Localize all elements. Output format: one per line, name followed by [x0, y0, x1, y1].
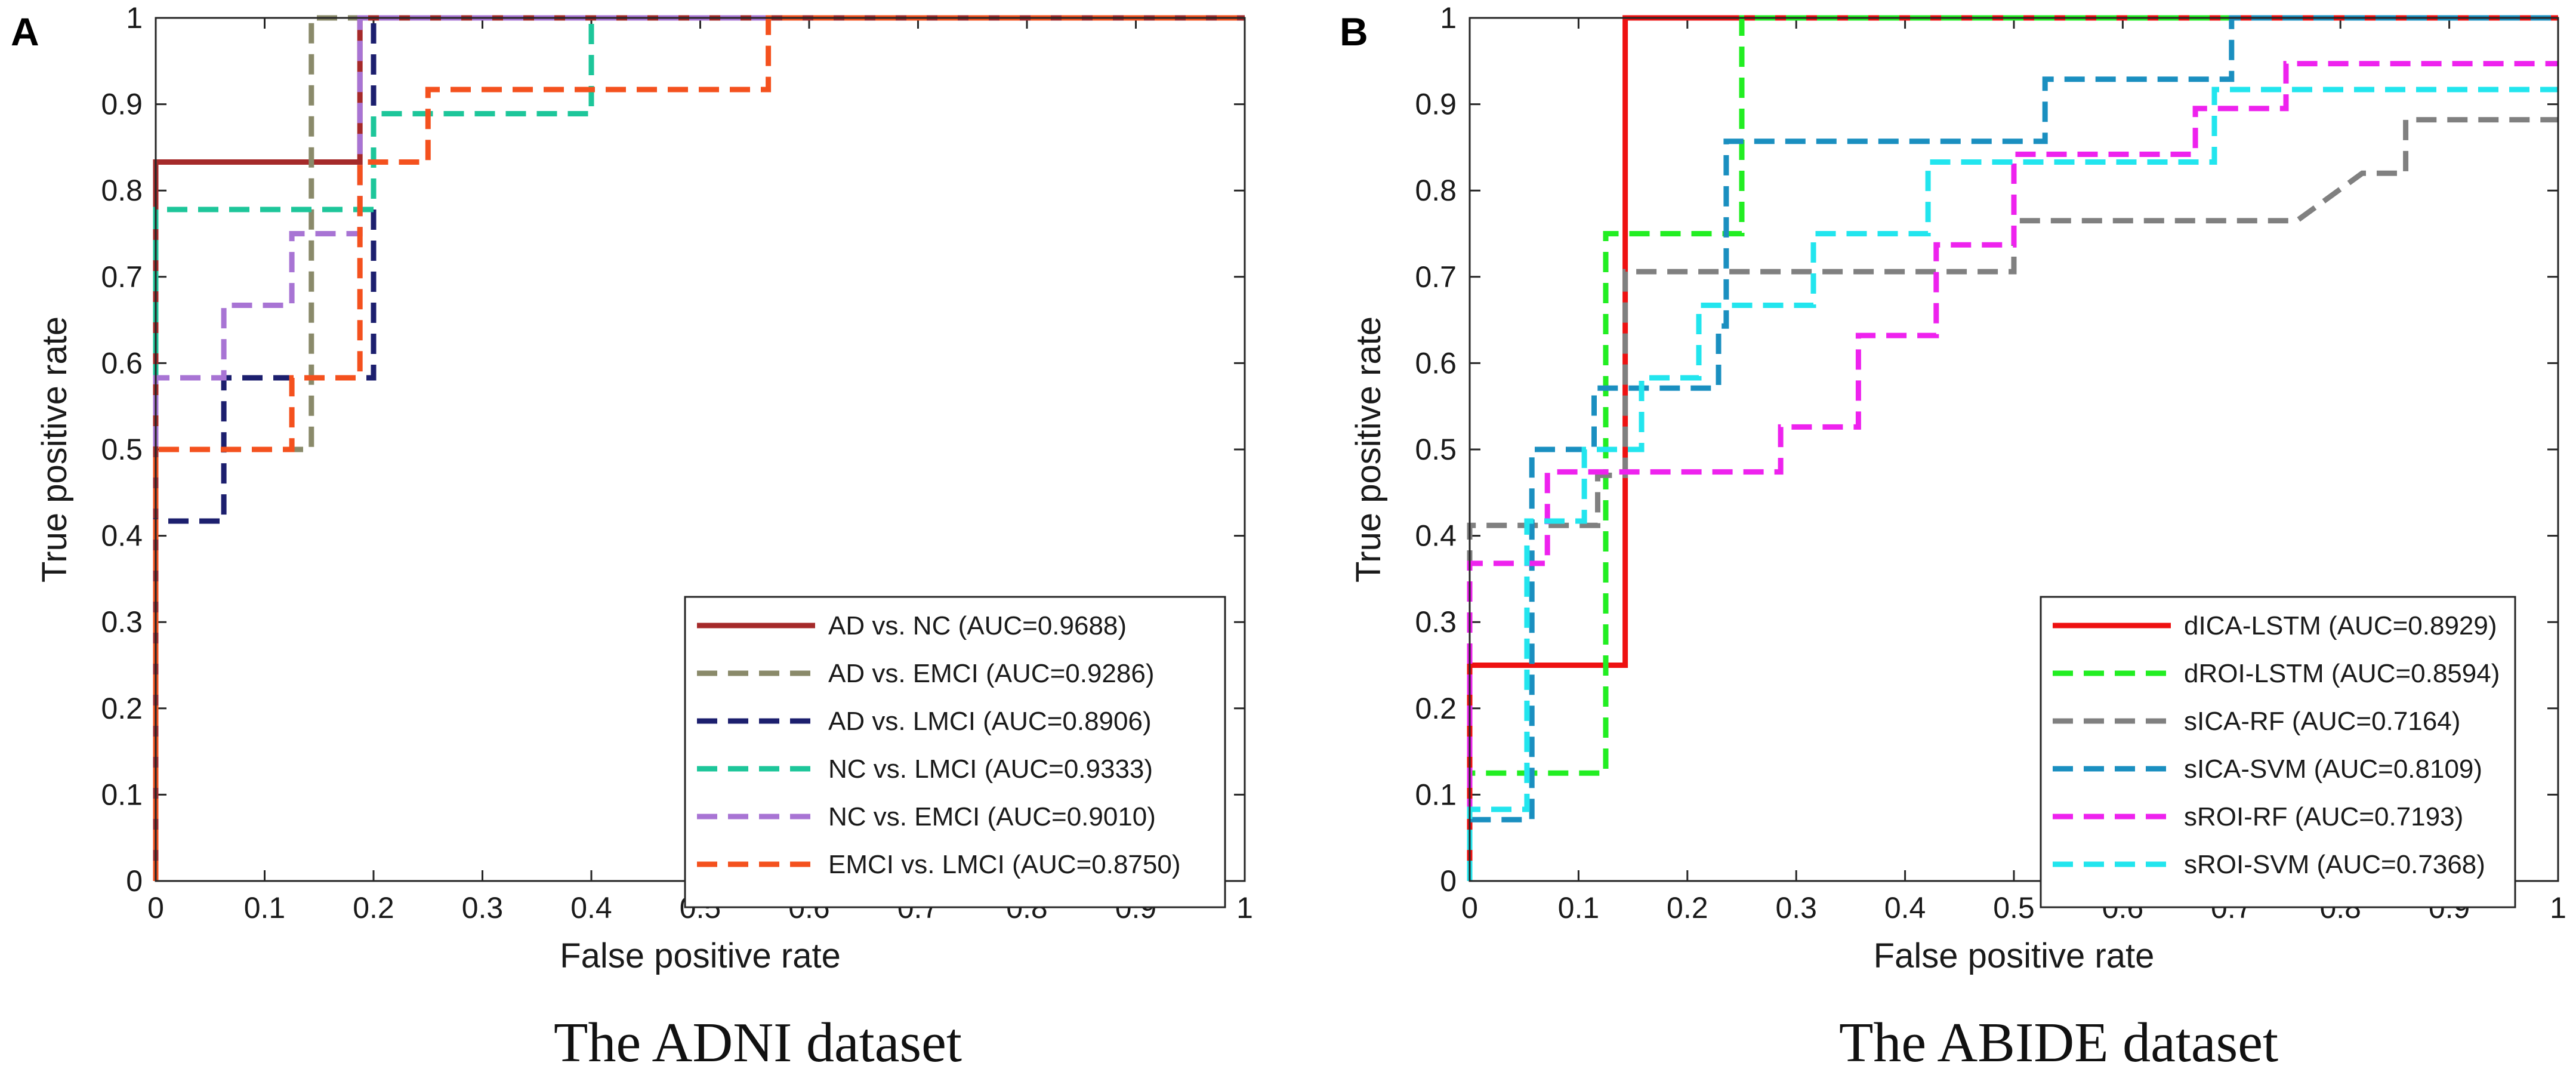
legend-box — [2040, 596, 2516, 908]
x-tick-label: 0.1 — [1558, 891, 1600, 925]
y-tick-label: 0.5 — [101, 433, 143, 466]
panel-caption: The ADNI dataset — [554, 1012, 962, 1069]
y-tick-label: 0.2 — [101, 692, 143, 725]
legend-label-1: AD vs. EMCI (AUC=0.9286) — [828, 659, 1155, 688]
plot-frame — [1469, 17, 2559, 882]
y-tick-label: 0.9 — [101, 88, 143, 121]
x-tick-label: 0.2 — [353, 891, 394, 925]
y-tick-label: 0.1 — [1415, 778, 1457, 811]
y-axis-label: True positive rate — [35, 316, 74, 583]
y-tick-label: 0.4 — [101, 519, 143, 553]
roc-curve-4 — [153, 15, 1245, 881]
roc-curve-4 — [1467, 61, 2558, 881]
x-tick-label: 0.3 — [462, 891, 504, 925]
y-tick-label: 1 — [126, 1, 143, 35]
y-tick-label: 0.4 — [1415, 519, 1457, 553]
legend-label-3: NC vs. LMCI (AUC=0.9333) — [828, 754, 1153, 784]
y-tick-label: 0.8 — [1415, 174, 1457, 207]
roc-curve-5 — [1467, 87, 2558, 881]
y-tick-label: 0 — [1440, 864, 1457, 898]
legend-label-1: dROI-LSTM (AUC=0.8594) — [2184, 659, 2500, 688]
y-tick-label: 0.6 — [1415, 346, 1457, 380]
adni-roc-panel: 0 0.1 0.2 0.3 0.4 0.5 0.6 0.7 0.8 0.9 1 0 0.1 0.2 0.3 0… — [11, 1, 1253, 1069]
y-tick-label: 0.9 — [1415, 88, 1457, 121]
panel-caption: The ABIDE dataset — [1839, 1012, 2278, 1069]
panel-label: A — [11, 10, 39, 54]
legend-label-2: AD vs. LMCI (AUC=0.8906) — [828, 707, 1152, 736]
x-tick-label: 0 — [147, 891, 164, 925]
legend-label-0: AD vs. NC (AUC=0.9688) — [828, 611, 1127, 640]
y-tick-label: 0.7 — [101, 260, 143, 294]
y-tick-label: 0.7 — [1415, 260, 1457, 294]
x-tick-label: 0 — [1461, 891, 1478, 925]
x-axis-label: False positive rate — [560, 936, 841, 975]
y-tick-label: 0.1 — [101, 778, 143, 811]
legend-label-4: sROI-RF (AUC=0.7193) — [2184, 802, 2463, 831]
roc-curve-3 — [1467, 15, 2558, 881]
x-tick-label: 0.2 — [1667, 891, 1708, 925]
y-tick-label: 0.3 — [1415, 605, 1457, 639]
x-tick-label: 0.4 — [1884, 891, 1926, 925]
x-tick-label: 1 — [2550, 891, 2566, 925]
panel-label: B — [1340, 10, 1368, 54]
legend-label-5: EMCI vs. LMCI (AUC=0.8750) — [828, 850, 1181, 879]
y-axis-label: True positive rate — [1349, 316, 1388, 583]
y-tick-label: 0.3 — [101, 605, 143, 639]
legend-label-2: sICA-RF (AUC=0.7164) — [2184, 707, 2460, 736]
x-tick-label: 0.4 — [570, 891, 612, 925]
legend: dICA-LSTM (AUC=0.8929) dROI-LSTM (AUC=0.8… — [2040, 596, 2516, 908]
x-tick-label: 0.1 — [244, 891, 286, 925]
legend-label-4: NC vs. EMCI (AUC=0.9010) — [828, 802, 1156, 831]
legend-label-3: sICA-SVM (AUC=0.8109) — [2184, 754, 2482, 784]
legend-box — [684, 596, 1226, 908]
legend: AD vs. NC (AUC=0.9688) AD vs. EMCI (AUC=0… — [684, 596, 1226, 908]
x-tick-label: 0.5 — [1993, 891, 2035, 925]
x-tick-label: 0.3 — [1775, 891, 1817, 925]
y-tick-label: 0.5 — [1415, 433, 1457, 466]
y-tick-label: 0.2 — [1415, 692, 1457, 725]
legend-label-0: dICA-LSTM (AUC=0.8929) — [2184, 611, 2497, 640]
roc-curve-5 — [153, 15, 1245, 881]
x-axis-label: False positive rate — [1874, 936, 2155, 975]
y-tick-label: 0.8 — [101, 174, 143, 207]
legend-label-5: sROI-SVM (AUC=0.7368) — [2184, 850, 2485, 879]
y-tick-label: 1 — [1440, 1, 1457, 35]
x-tick-label: 1 — [1236, 891, 1253, 925]
abide-roc-panel: 0 0.1 0.2 0.3 0.4 0.5 0.6 0.7 0.8 0.9 1 0 0.1 0.2 0.3 0… — [1340, 1, 2566, 1069]
y-tick-label: 0 — [126, 864, 143, 898]
y-tick-label: 0.6 — [101, 346, 143, 380]
